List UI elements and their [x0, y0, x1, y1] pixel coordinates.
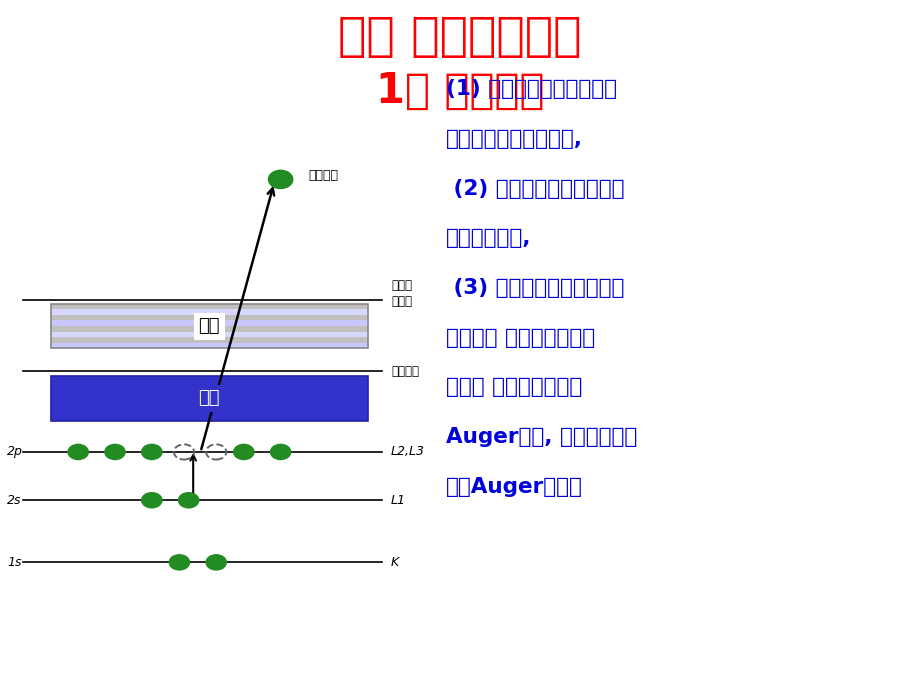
Text: 费米能级: 费米能级	[391, 365, 418, 377]
Text: (1) 原子内某一内层电子被: (1) 原子内某一内层电子被	[446, 79, 617, 99]
Bar	[51, 337, 368, 343]
Bar	[51, 309, 368, 315]
Circle shape	[68, 444, 88, 460]
Text: (2) 一个较高能级的电子跃: (2) 一个较高能级的电子跃	[446, 179, 624, 199]
Bar	[51, 332, 368, 337]
Bar	[51, 304, 368, 348]
Text: 发发射， 形成无辐射跃迁: 发发射， 形成无辐射跃迁	[446, 328, 595, 348]
Bar	[51, 326, 368, 332]
Text: 价带: 价带	[199, 389, 220, 408]
Text: 俄歇电子: 俄歇电子	[308, 170, 338, 182]
Text: (3) 再接着另一个电子被激: (3) 再接着另一个电子被激	[446, 278, 624, 298]
Circle shape	[142, 444, 162, 460]
Text: 过程， 这一过程被称为: 过程， 这一过程被称为	[446, 377, 582, 397]
Text: 称为Auger电子。: 称为Auger电子。	[446, 477, 583, 497]
Circle shape	[268, 170, 292, 188]
Text: 1、 基本原理: 1、 基本原理	[375, 70, 544, 112]
Text: 2s: 2s	[7, 494, 22, 506]
Text: 导带: 导带	[199, 317, 220, 335]
Text: 自由电
子能级: 自由电 子能级	[391, 279, 412, 308]
Text: K: K	[391, 556, 399, 569]
Circle shape	[178, 493, 199, 508]
Circle shape	[105, 444, 125, 460]
Circle shape	[270, 444, 290, 460]
Text: 二、 俄歇电子能谱: 二、 俄歇电子能谱	[338, 15, 581, 61]
Circle shape	[142, 493, 162, 508]
Bar	[51, 376, 368, 421]
Text: 2p: 2p	[7, 446, 23, 458]
Bar	[51, 320, 368, 326]
Circle shape	[206, 555, 226, 570]
Bar	[51, 343, 368, 348]
Text: L2,L3: L2,L3	[391, 446, 425, 458]
Text: Auger效应, 被发射的电子: Auger效应, 被发射的电子	[446, 427, 637, 447]
Text: 激发电离从而形成空位,: 激发电离从而形成空位,	[446, 129, 583, 149]
Bar	[51, 315, 368, 320]
Text: L1: L1	[391, 494, 405, 506]
Text: 迁到该空位上,: 迁到该空位上,	[446, 228, 531, 248]
Circle shape	[169, 555, 189, 570]
Bar	[51, 304, 368, 309]
Text: 1s: 1s	[7, 556, 22, 569]
Circle shape	[233, 444, 254, 460]
